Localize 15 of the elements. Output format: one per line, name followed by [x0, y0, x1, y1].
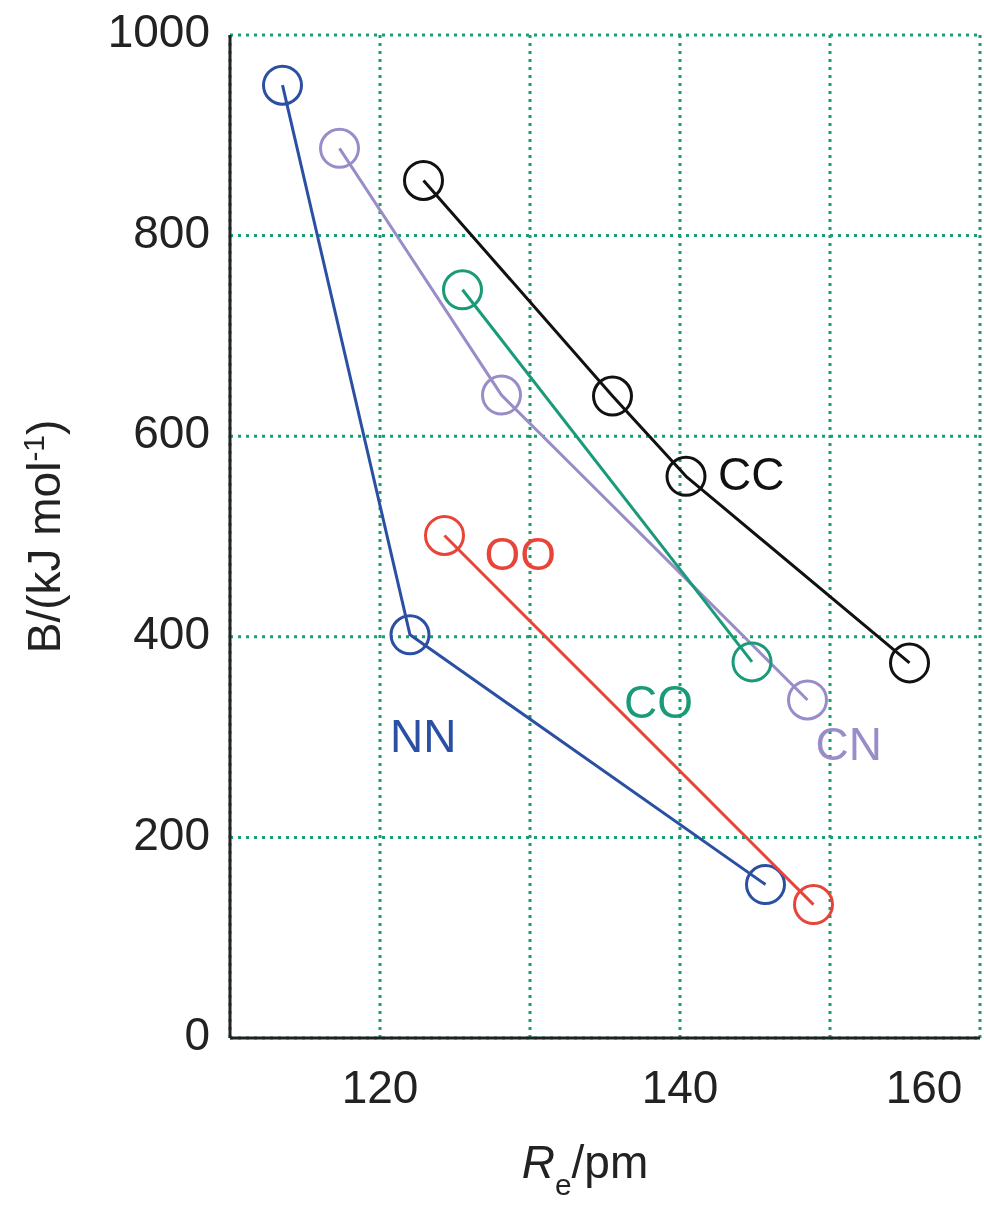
series-label: CO	[624, 676, 693, 729]
y-tick-label: 200	[133, 807, 210, 860]
series-label: CN	[815, 718, 882, 771]
series-label: CC	[718, 448, 785, 501]
y-tick-label: 600	[133, 406, 210, 459]
x-tick-label: 120	[341, 1061, 419, 1113]
y-tick-label: 400	[133, 606, 210, 659]
series-label: NN	[390, 709, 457, 762]
x-tick-label: 160	[885, 1061, 963, 1113]
x-tick-label: 140	[641, 1061, 719, 1113]
series-label: OO	[484, 527, 557, 580]
y-tick-label: 800	[133, 205, 210, 258]
x-axis-title: R$_{e}$/pm	[521, 1136, 649, 1201]
y-tick-label: 0	[184, 1008, 210, 1061]
y-tick-label: 1000	[107, 5, 210, 58]
